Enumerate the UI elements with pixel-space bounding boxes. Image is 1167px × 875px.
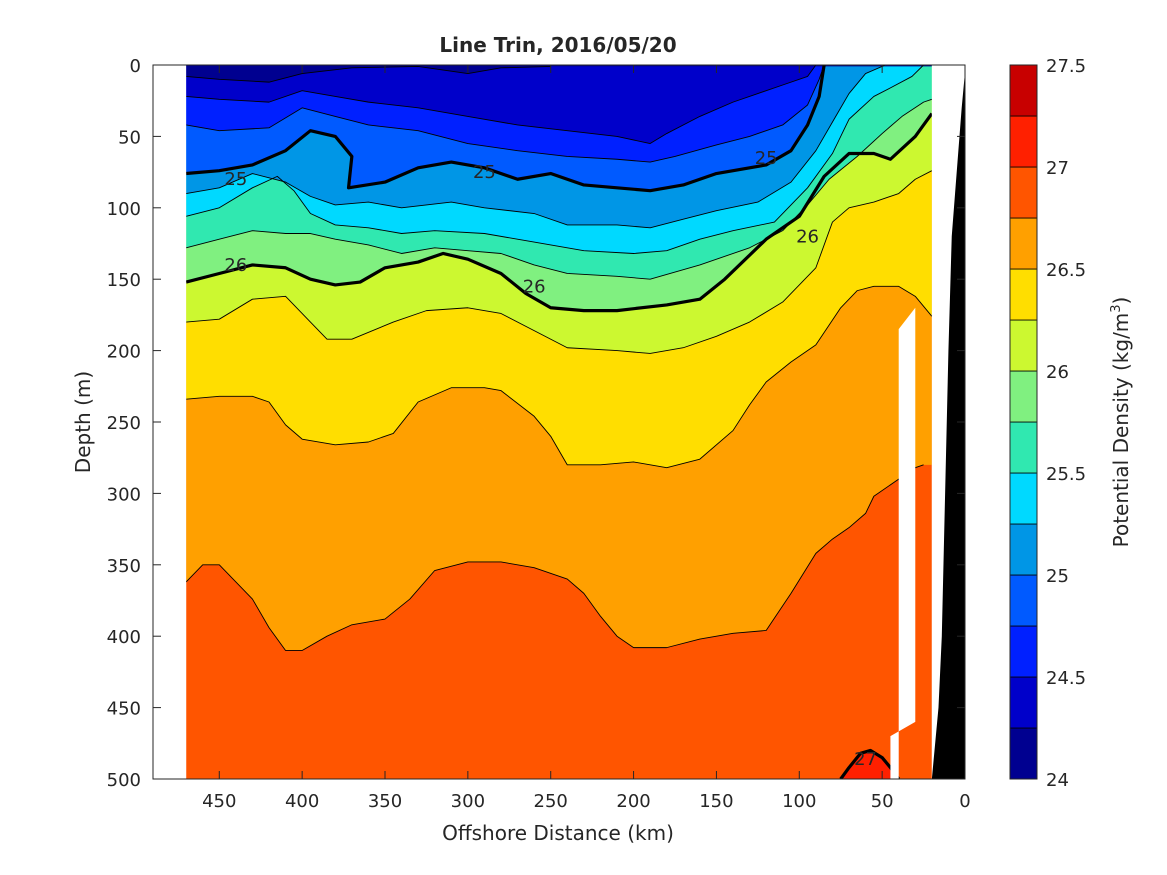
colorbar-tick-label: 24.5: [1046, 668, 1086, 689]
y-tick-label: 150: [107, 270, 141, 291]
x-tick-label: 100: [782, 791, 816, 812]
x-tick-label: 50: [871, 791, 894, 812]
contour-label: 25: [473, 162, 496, 183]
y-tick-label: 100: [107, 199, 141, 220]
contour-line-24.5: [186, 65, 817, 144]
x-tick-label: 0: [959, 791, 970, 812]
x-tick-label: 200: [616, 791, 650, 812]
contour-line-24.75: [186, 65, 825, 163]
y-tick-label: 350: [107, 556, 141, 577]
contour-label: 27: [854, 749, 877, 770]
contour-line-26: [185, 112, 934, 313]
contour-label: 26: [523, 276, 546, 297]
band-fill-above-24.25: [186, 65, 932, 83]
contour-label-text: 26: [224, 255, 247, 276]
x-tick-label: 450: [202, 791, 236, 812]
colorbar-label: Potential Density (kg/m3): [1109, 297, 1133, 548]
x-tick-label: 300: [451, 791, 485, 812]
y-tick-label: 400: [107, 627, 141, 648]
colorbar: 24 24.5 25 25.5 26 26.5 27 27.5: [1009, 56, 1086, 791]
colorbar-segment: [1009, 217, 1038, 270]
seafloor-bathymetry: [931, 72, 965, 779]
colorbar-segment: [1009, 676, 1038, 729]
colorbar-segment: [1009, 625, 1038, 678]
colorbar-segment: [1009, 268, 1038, 321]
y-axis: 0 50 100 150 200 250 300 350 400 450 500: [107, 56, 965, 791]
contour-line-25.75: [186, 98, 933, 280]
colorbar-segment: [1009, 574, 1038, 627]
contour-line-25.25: [186, 65, 886, 229]
x-tick-label: 350: [368, 791, 402, 812]
colorbar-tick-label: 24: [1046, 770, 1069, 791]
contour-label-text: 26: [796, 226, 819, 247]
colorbar-tick-label: 25: [1046, 566, 1069, 587]
svg-text:Potential Density (kg/m3): Potential Density (kg/m3): [1109, 297, 1133, 548]
y-tick-label: 50: [118, 127, 141, 148]
contour-line-26.25: [186, 170, 933, 354]
x-tick-label: 150: [699, 791, 733, 812]
colorbar-segment: [1009, 319, 1038, 372]
colorbar-frame: [1009, 64, 1038, 780]
x-tick-label: 250: [534, 791, 568, 812]
y-axis-label: Depth (m): [71, 371, 95, 473]
contour-line-26.5: [186, 285, 933, 469]
contour-label-text: 27: [854, 749, 877, 770]
colorbar-label-superscript: 3: [1109, 304, 1124, 312]
contour-label: 26: [224, 255, 247, 276]
colorbar-tick-label: 26.5: [1046, 260, 1086, 281]
y-tick-label: 250: [107, 413, 141, 434]
contour-line-26.75: [185, 464, 924, 651]
y-tick-label: 300: [107, 484, 141, 505]
colorbar-tick-label: 26: [1046, 362, 1069, 383]
colorbar-segment: [1009, 166, 1038, 219]
contour-label-text: 25: [224, 169, 247, 190]
contour-line-24.25: [186, 65, 551, 83]
band-fill-above-24.5: [186, 65, 932, 144]
colorbar-label-close: ): [1109, 297, 1133, 305]
contour-label-text: 25: [473, 162, 496, 183]
colorbar-segment: [1009, 421, 1038, 474]
plot-area: 25 25 25 26 26 26 27: [152, 64, 966, 780]
y-tick-label: 450: [107, 699, 141, 720]
colorbar-segment: [1009, 115, 1038, 168]
contour-label-text: 25: [755, 148, 778, 169]
chart-title: Line Trin, 2016/05/20: [439, 33, 676, 57]
colorbar-segment: [1009, 64, 1038, 117]
contour-line-25.5: [186, 65, 924, 254]
contour-fills: [186, 65, 932, 779]
colorbar-label-text: Potential Density (kg/m: [1109, 313, 1133, 548]
contour-label: 25: [224, 169, 247, 190]
contour-labels: 25 25 25 26 26 26 27: [224, 148, 877, 770]
colorbar-segment: [1009, 472, 1038, 525]
x-axis-label: Offshore Distance (km): [442, 821, 674, 845]
x-axis: 450 400 350 300 250 200 150 100 50 0: [202, 65, 971, 812]
colorbar-tick-label: 25.5: [1046, 464, 1086, 485]
x-tick-label: 400: [285, 791, 319, 812]
contour-label-text: 26: [523, 276, 546, 297]
colorbar-tick-label: 27.5: [1046, 56, 1086, 77]
band-fill-above-27: [840, 750, 899, 779]
no-data-slope: [890, 307, 916, 779]
y-tick-label: 0: [130, 56, 141, 77]
contour-label: 25: [755, 148, 778, 169]
colorbar-segment: [1009, 370, 1038, 423]
colorbar-segment: [1009, 727, 1038, 780]
contour-label: 26: [796, 226, 819, 247]
colorbar-segment: [1009, 523, 1038, 576]
colorbar-tick-label: 27: [1046, 158, 1069, 179]
y-tick-label: 200: [107, 342, 141, 363]
y-tick-label: 500: [107, 770, 141, 791]
contour-line-25: [186, 65, 826, 193]
